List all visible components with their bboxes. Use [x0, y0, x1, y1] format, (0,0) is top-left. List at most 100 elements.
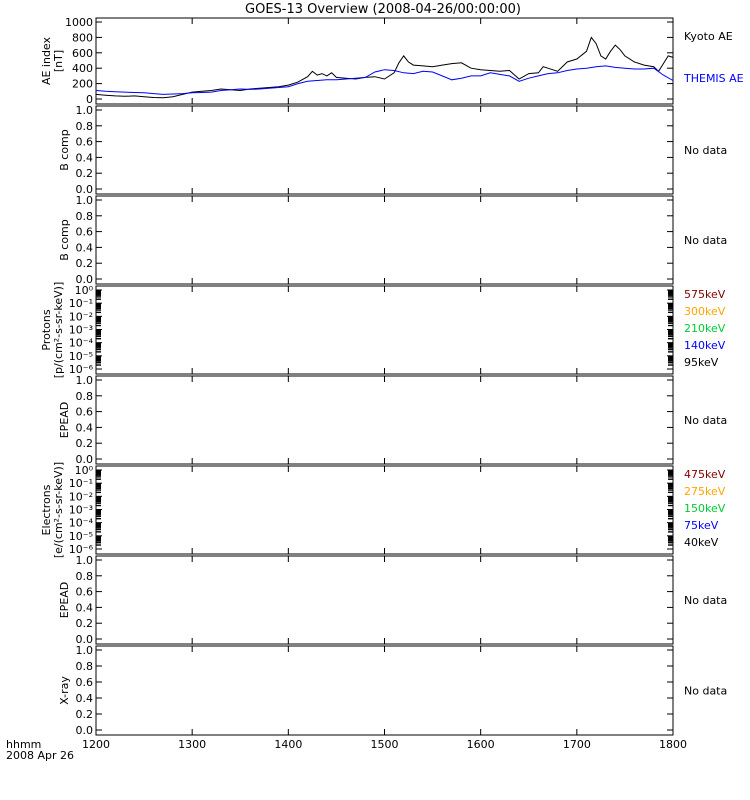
panel-frame [95, 17, 674, 105]
x-tick-label: 1700 [563, 738, 591, 751]
y-tick-label: 0.0 [76, 724, 94, 737]
y-tick-label: 0.4 [76, 151, 94, 164]
y-tick-label: 600 [72, 47, 93, 60]
y-tick-label: 0.2 [76, 167, 94, 180]
y-tick-label: 10⁻⁵ [69, 530, 93, 543]
x-tick-label: 1300 [178, 738, 206, 751]
y-tick-label: 0.0 [76, 633, 94, 646]
no-data-label: No data [684, 234, 727, 247]
y-tick-label: 10⁻⁶ [69, 363, 94, 376]
y-tick-label: 0.4 [76, 601, 94, 614]
no-data-label: No data [684, 144, 727, 157]
y-axis-label: B comp [58, 129, 71, 171]
y-axis-label: Protons [40, 309, 53, 350]
y-tick-label: 10⁰ [75, 284, 94, 297]
panel-2: 0.0 0.2 0.4 0.6 0.8 1.0 B comp No data [58, 104, 727, 196]
y-tick-label: 10⁻⁴ [69, 337, 94, 350]
y-tick-label: 0 [86, 93, 93, 106]
legend-energy-475keV: 475keV [684, 468, 726, 481]
y-tick-label: 1.0 [76, 194, 94, 207]
y-tick-label: 0.4 [76, 241, 94, 254]
y-tick-label: 0.2 [76, 257, 94, 270]
y-tick-label: 1000 [65, 16, 93, 29]
panel-5: 0.0 0.2 0.4 0.6 0.8 1.0 EPEAD No data [58, 374, 727, 466]
panel-1: 0 200 400 600 800 1000 AE index [nT] Kyoto AE THE… [40, 16, 744, 106]
panel-frame [95, 375, 674, 465]
y-axis-label: EPEAD [58, 402, 71, 439]
x-axis-date-label: 2008 Apr 26 [6, 749, 74, 762]
panel-frame [95, 195, 674, 285]
y-axis-label: EPEAD [58, 582, 71, 619]
y-tick-label: 1.0 [76, 644, 94, 657]
y-tick-label: 0.2 [76, 437, 94, 450]
y-tick-label: 0.2 [76, 708, 94, 721]
panel-frame [95, 105, 674, 195]
y-tick-label: 1.0 [76, 104, 94, 117]
y-tick-label: 800 [72, 31, 93, 44]
y-axis-label: [e/(cm²-s-sr-keV)] [52, 462, 65, 558]
y-tick-label: 0.4 [76, 692, 94, 705]
x-tick-label: 1200 [82, 738, 110, 751]
y-tick-label: 0.6 [76, 226, 94, 239]
no-data-label: No data [684, 414, 727, 427]
panel-frame [95, 645, 674, 736]
y-tick-label: 0.0 [76, 273, 94, 286]
y-axis-label: B comp [58, 219, 71, 261]
y-tick-label: 10⁻⁴ [69, 517, 94, 530]
y-tick-label: 10⁻³ [69, 324, 93, 337]
panel-frame [95, 285, 674, 375]
y-tick-label: 10⁻³ [69, 504, 93, 517]
y-tick-label: 10⁻⁶ [69, 543, 94, 556]
series-line-themis-ae [95, 65, 674, 95]
panel-3: 0.0 0.2 0.4 0.6 0.8 1.0 B comp No data [58, 194, 727, 286]
legend-energy-75keV: 75keV [684, 519, 719, 532]
legend-themis-ae: THEMIS AE [683, 72, 744, 85]
legend-energy-575keV: 575keV [684, 288, 726, 301]
y-tick-label: 0.2 [76, 617, 94, 630]
y-tick-label: 0.8 [76, 210, 94, 223]
y-tick-label: 1.0 [76, 374, 94, 387]
x-tick-label: 1800 [659, 738, 687, 751]
y-tick-label: 0.8 [76, 390, 94, 403]
panel-8: 0.0 0.2 0.4 0.6 0.8 1.0 X-ray No data [58, 644, 727, 737]
legend-energy-300keV: 300keV [684, 305, 726, 318]
y-tick-label: 10⁻¹ [69, 477, 93, 490]
x-tick-label: 1400 [274, 738, 302, 751]
y-tick-label: 0.4 [76, 421, 94, 434]
y-tick-label: 10⁻² [69, 490, 93, 503]
no-data-label: No data [684, 685, 727, 698]
y-tick-label: 0.6 [76, 586, 94, 599]
y-axis-label: X-ray [58, 676, 71, 705]
y-axis-label: Electrons [40, 484, 53, 535]
y-tick-label: 10⁻⁵ [69, 350, 93, 363]
x-axis: 1200 1300 1400 1500 1600 1700 1800 [82, 738, 687, 751]
y-tick-label: 0.6 [76, 676, 94, 689]
y-axis-label: [nT] [52, 50, 65, 72]
panel-frame [95, 465, 674, 555]
no-data-label: No data [684, 594, 727, 607]
legend-kyoto-ae: Kyoto AE [684, 30, 733, 43]
y-tick-label: 0.8 [76, 120, 94, 133]
x-tick-label: 1600 [467, 738, 495, 751]
legend-energy-40keV: 40keV [684, 536, 719, 549]
series-line-kyoto-ae [95, 36, 674, 99]
legend-energy-275keV: 275keV [684, 485, 726, 498]
legend-energy-150keV: 150keV [684, 502, 726, 515]
y-tick-label: 0.8 [76, 570, 94, 583]
y-tick-label: 0.0 [76, 183, 94, 196]
y-tick-label: 400 [72, 62, 93, 75]
y-tick-label: 10⁰ [75, 464, 94, 477]
y-tick-label: 0.6 [76, 406, 94, 419]
y-axis-label: [p/(cm²-s-sr-keV)] [52, 282, 65, 379]
x-tick-label: 1500 [371, 738, 399, 751]
y-tick-label: 10⁻² [69, 310, 93, 323]
panel-frame [95, 555, 674, 645]
panels: 0 200 400 600 800 1000 AE index [nT] Kyoto AE THE… [40, 16, 744, 737]
y-tick-label: 1.0 [76, 554, 94, 567]
y-tick-label: 0.8 [76, 660, 94, 673]
panel-7: 0.0 0.2 0.4 0.6 0.8 1.0 EPEAD No data [58, 554, 727, 646]
y-tick-label: 10⁻¹ [69, 297, 93, 310]
